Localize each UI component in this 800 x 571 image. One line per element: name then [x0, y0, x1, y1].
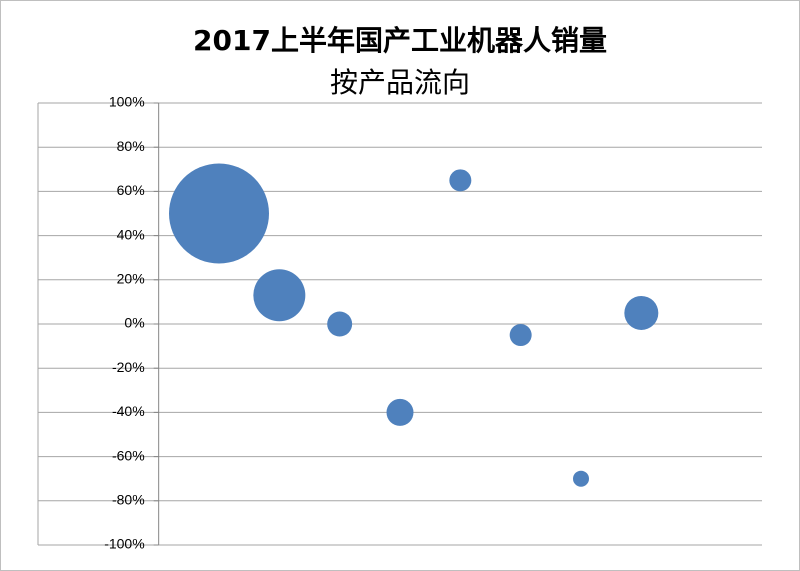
bubble	[169, 163, 269, 264]
y-tick-label: -100%	[104, 536, 144, 552]
bubble	[327, 311, 353, 337]
y-tick-label: 100%	[109, 94, 145, 110]
y-tick-label: 80%	[117, 138, 145, 154]
y-tick-label: 40%	[117, 226, 145, 242]
bubble	[386, 398, 414, 426]
y-tick-label: 0%	[124, 315, 144, 331]
bubble	[253, 269, 306, 322]
y-tick-label: -20%	[112, 359, 145, 375]
chart-subtitle: 按产品流向	[330, 66, 470, 99]
y-tick-label: 20%	[117, 271, 145, 287]
y-tick-label: -80%	[112, 492, 145, 508]
bubble	[509, 324, 532, 347]
bubble	[624, 295, 659, 330]
chart-title: 2017上半年国产工业机器人销量	[193, 24, 607, 57]
bubble	[573, 470, 589, 487]
y-tick-label: 60%	[117, 182, 145, 198]
bubble	[449, 169, 472, 192]
y-tick-label: -40%	[112, 403, 145, 419]
y-tick-label: -60%	[112, 447, 145, 463]
